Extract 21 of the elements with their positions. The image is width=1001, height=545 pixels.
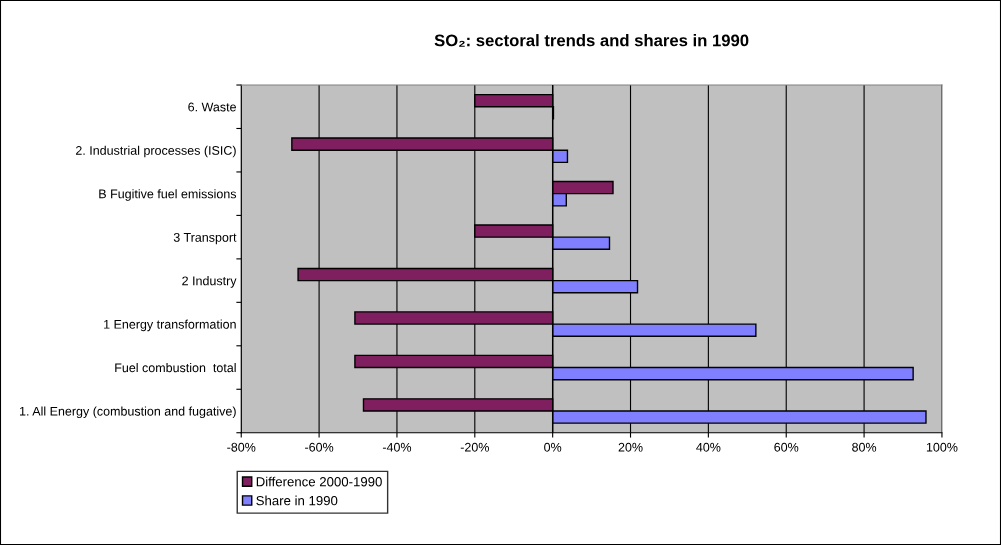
legend-label: Difference 2000-1990 — [256, 476, 382, 487]
y-tick-label: 6. Waste — [188, 102, 236, 112]
x-tick-label: -60% — [305, 442, 334, 452]
x-tick-label: 80% — [852, 442, 877, 452]
y-tick-label: 1. All Energy (combustion and fugative) — [20, 406, 236, 419]
chart-title: SO₂: sectoral trends and shares in 1990 — [434, 34, 749, 47]
x-tick-label: -40% — [382, 442, 412, 452]
x-tick-label: -80% — [227, 442, 256, 452]
x-tick-label: 40% — [696, 442, 721, 452]
y-tick-label: Fuel combustion total — [115, 363, 236, 373]
x-tick-label: -20% — [460, 442, 489, 452]
y-tick-label: 2 Industry — [182, 276, 237, 288]
x-tick-label: 0% — [544, 442, 562, 452]
y-tick-label: 2. Industrial processes (ISIC) — [75, 145, 236, 158]
y-tick-label: B Fugitive fuel emissions — [99, 189, 237, 201]
y-tick-label: 3 Transport — [173, 232, 237, 245]
legend-label: Share in 1990 — [256, 495, 338, 506]
x-tick-label: 20% — [618, 442, 643, 452]
x-tick-label: 60% — [774, 442, 799, 452]
x-tick-label: 100% — [926, 442, 958, 452]
y-tick-label: 1 Energy transformation — [104, 319, 236, 332]
